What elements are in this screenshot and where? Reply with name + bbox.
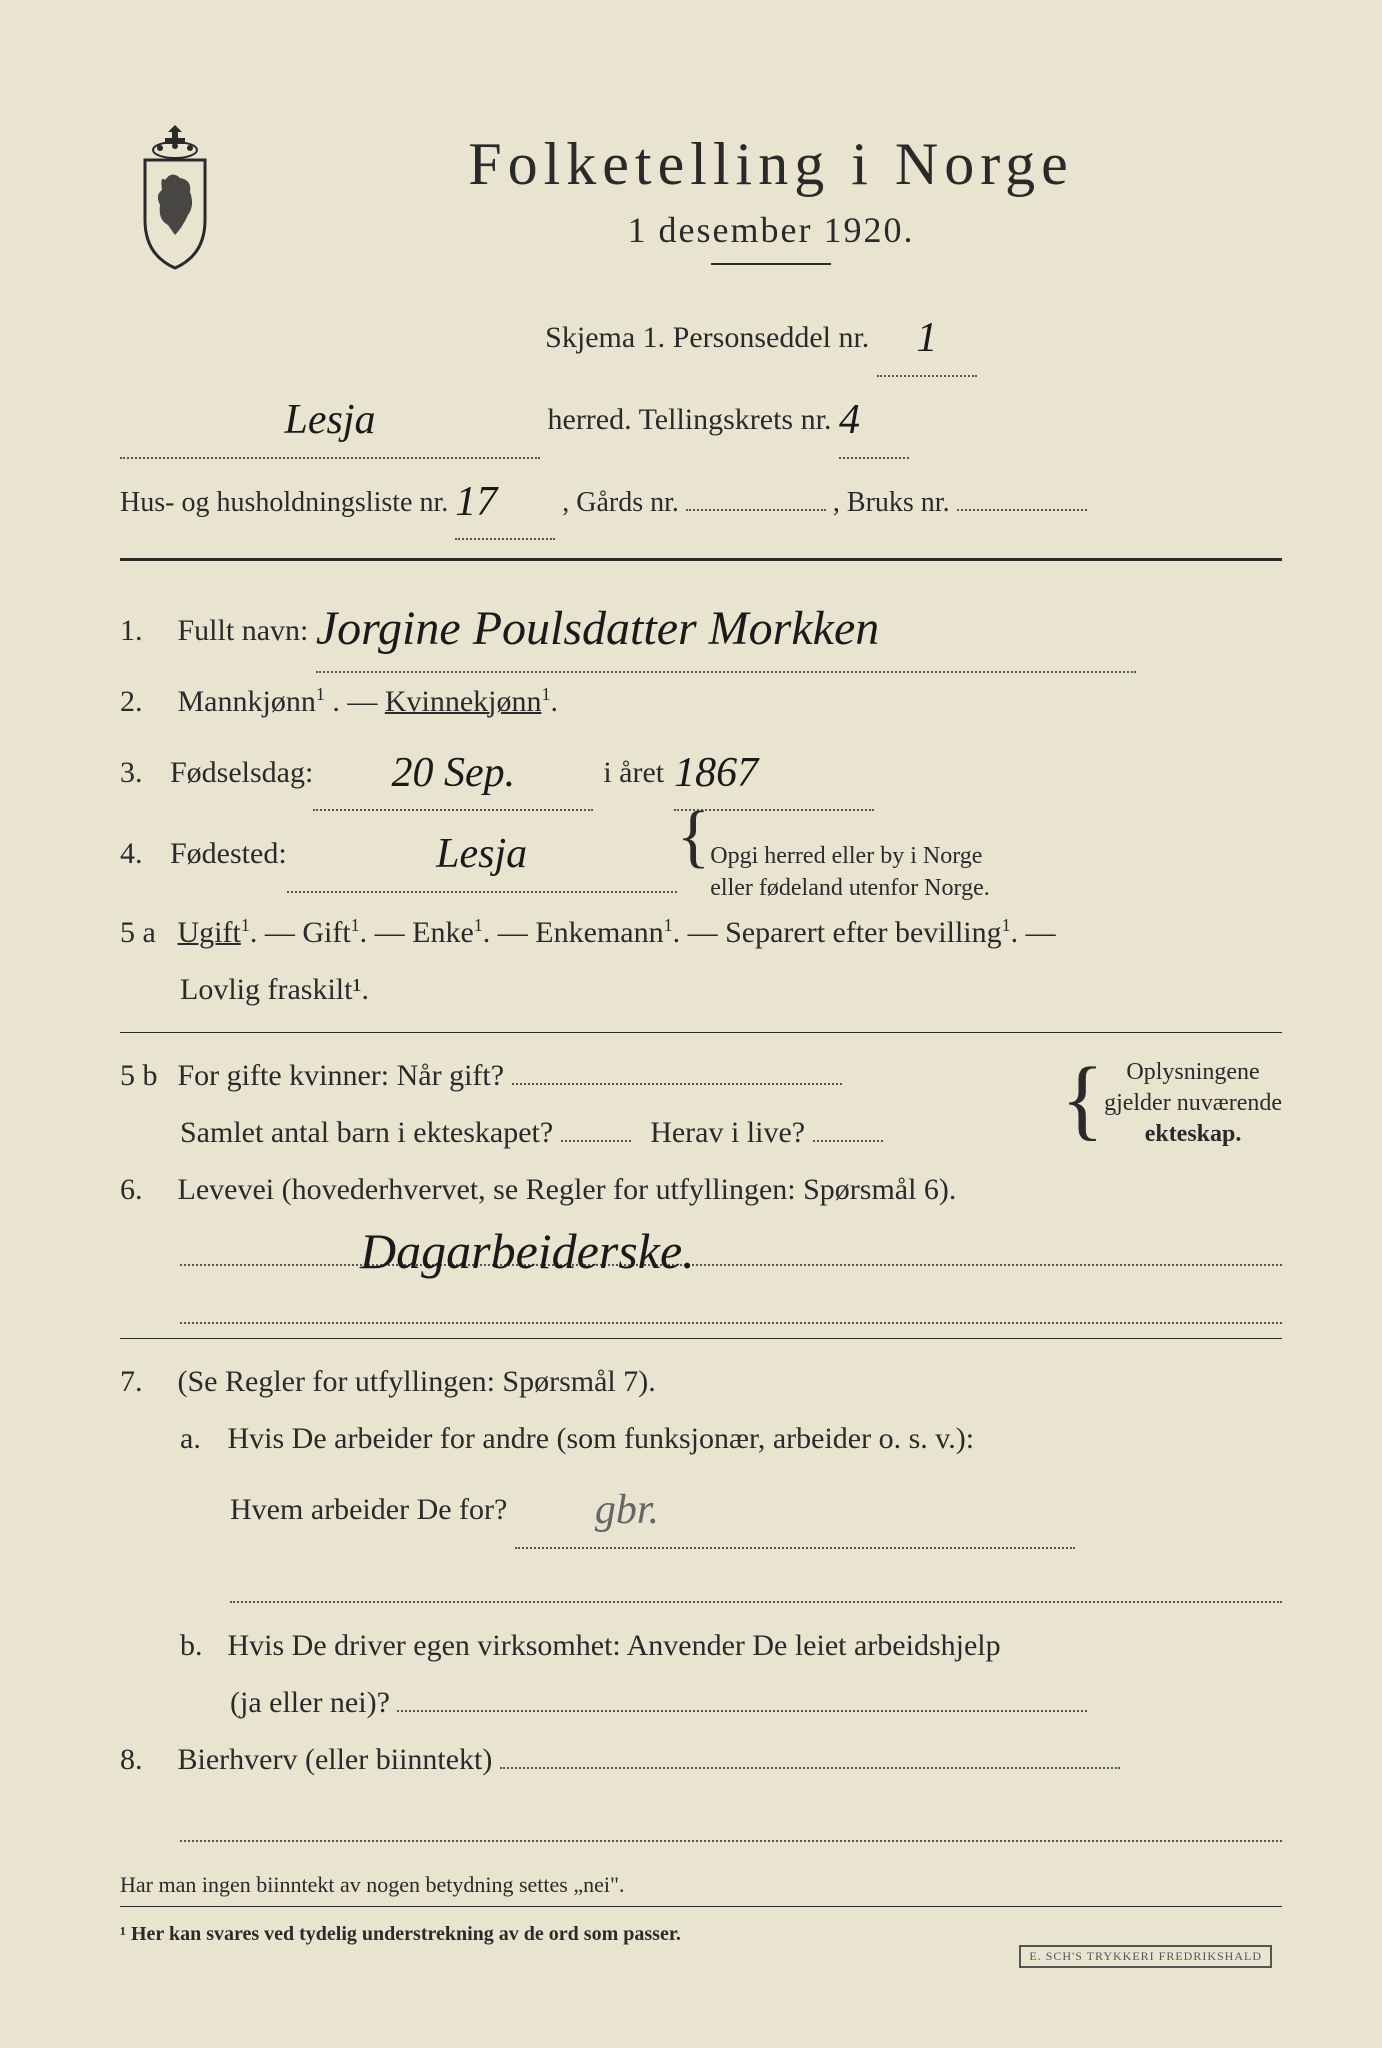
skjema-label: Skjema 1. Personseddel nr. — [545, 321, 869, 354]
skjema-line: Skjema 1. Personseddel nr. 1 — [120, 295, 1282, 377]
q3-label: Fødselsdag: — [170, 744, 313, 801]
hus-line: Hus- og husholdningsliste nr. 17 , Gårds… — [120, 459, 1282, 541]
q3-day: 20 Sep. — [392, 750, 516, 796]
q4-note: Opgi herred eller by i Norge eller fødel… — [710, 841, 989, 903]
q8-extra — [180, 1794, 1282, 1842]
q5b-l2: Samlet antal barn i ekteskapet? — [180, 1116, 553, 1149]
q1-value: Jorgine Poulsdatter Morkken — [316, 602, 879, 655]
brace-icon: { — [1061, 1077, 1104, 1122]
printer-stamp: E. SCH'S TRYKKERI FREDRIKSHALD — [1019, 1945, 1272, 1968]
header: Folketelling i Norge 1 desember 1920. — [120, 120, 1282, 285]
hus-label: Hus- og husholdningsliste nr. — [120, 487, 448, 518]
q6-field2 — [180, 1276, 1282, 1324]
q7-label: (Se Regler for utfyllingen: Spørsmål 7). — [178, 1365, 656, 1398]
q5a-cont: Lovlig fraskilt¹. — [120, 961, 1282, 1018]
q7a-value: gbr. — [595, 1487, 659, 1533]
q4-value: Lesja — [436, 831, 527, 877]
q8-label: Bierhverv (eller biinntekt) — [178, 1743, 493, 1776]
q5b-num: 5 b — [120, 1047, 170, 1104]
q7a-num: a. — [180, 1410, 220, 1467]
personseddel-nr: 1 — [916, 315, 937, 361]
q7a-l2: Hvem arbeider De for? — [230, 1493, 507, 1526]
q7: 7. (Se Regler for utfyllingen: Spørsmål … — [120, 1353, 1282, 1410]
q8: 8. Bierhverv (eller biinntekt) — [120, 1731, 1282, 1788]
q6-field: Dagarbeiderske. — [180, 1218, 1282, 1266]
q5a-text2: Lovlig fraskilt¹. — [180, 973, 369, 1006]
q2: 2. Mannkjønn1 . — Kvinnekjønn1. — [120, 673, 1282, 730]
gards-label: , Gårds nr. — [562, 487, 679, 518]
q5a: 5 a Ugift1. — Gift1. — Enke1. — Enkemann… — [120, 904, 1282, 961]
bruks-label: , Bruks nr. — [833, 487, 950, 518]
q3-mid: i året — [603, 744, 664, 801]
q3-num: 3. — [120, 744, 170, 801]
census-form-page: Folketelling i Norge 1 desember 1920. Sk… — [0, 0, 1382, 2048]
title-block: Folketelling i Norge 1 desember 1920. — [260, 120, 1282, 285]
divider — [120, 1906, 1282, 1907]
q1: 1. Fullt navn: Jorgine Poulsdatter Morkk… — [120, 579, 1282, 672]
divider — [120, 558, 1282, 561]
q7b-l2: (ja eller nei)? — [230, 1686, 390, 1719]
q6: 6. Levevei (hovederhvervet, se Regler fo… — [120, 1161, 1282, 1218]
q2-sep: . — — [332, 685, 385, 718]
herred-value: Lesja — [284, 397, 375, 443]
footer-footnote: ¹ Her kan svares ved tydelig understrekn… — [120, 1923, 1282, 1946]
q2-num: 2. — [120, 673, 170, 730]
q7-num: 7. — [120, 1353, 170, 1410]
q7b: b. Hvis De driver egen virksomhet: Anven… — [120, 1617, 1282, 1674]
herred-line: Lesja herred. Tellingskrets nr. 4 — [120, 377, 1282, 459]
q6-value: Dagarbeiderske. — [360, 1222, 695, 1268]
coat-of-arms-icon — [120, 120, 230, 270]
q5a-num: 5 a — [120, 904, 170, 961]
q2-k: Kvinnekjønn — [385, 685, 542, 718]
q7a: a. Hvis De arbeider for andre (som funks… — [120, 1410, 1282, 1467]
q5b-note: Oplysningene gjelder nuværende ekteskap. — [1104, 1057, 1282, 1151]
q4-num: 4. — [120, 825, 170, 882]
q4: 4. Fødested: Lesja { Opgi herred eller b… — [120, 811, 1282, 903]
q7a-2: Hvem arbeider De for? gbr. — [120, 1467, 1282, 1549]
q2-m: Mannkjønn — [178, 685, 316, 718]
divider — [120, 1338, 1282, 1339]
q1-num: 1. — [120, 602, 170, 659]
q3-year: 1867 — [674, 750, 758, 796]
q5b: 5 b For gifte kvinner: Når gift? Samlet … — [120, 1047, 1282, 1161]
subtitle: 1 desember 1920. — [260, 209, 1282, 251]
q6-num: 6. — [120, 1161, 170, 1218]
q7b-num: b. — [180, 1617, 220, 1674]
herred-label: herred. Tellingskrets nr. — [548, 403, 832, 436]
brace-icon: { — [677, 819, 711, 854]
q7a-extra — [230, 1555, 1282, 1603]
footer-note: Har man ingen biinntekt av nogen betydni… — [120, 1872, 1282, 1898]
q6-label: Levevei (hovederhvervet, se Regler for u… — [178, 1173, 957, 1206]
title-rule — [711, 263, 831, 265]
q7b-2: (ja eller nei)? — [120, 1674, 1282, 1731]
q5b-l1: For gifte kvinner: Når gift? — [178, 1059, 505, 1092]
main-title: Folketelling i Norge — [260, 130, 1282, 199]
divider — [120, 1032, 1282, 1033]
q4-label: Fødested: — [170, 825, 287, 882]
q7a-l1: Hvis De arbeider for andre (som funksjon… — [228, 1422, 975, 1455]
q1-label: Fullt navn: — [178, 614, 309, 647]
q5a-ugift: Ugift — [178, 916, 241, 949]
q8-num: 8. — [120, 1731, 170, 1788]
hus-nr: 17 — [455, 479, 497, 525]
q7b-l1: Hvis De driver egen virksomhet: Anvender… — [228, 1629, 1001, 1662]
tellingskrets-nr: 4 — [839, 397, 860, 443]
q5b-l3: Herav i live? — [650, 1116, 805, 1149]
